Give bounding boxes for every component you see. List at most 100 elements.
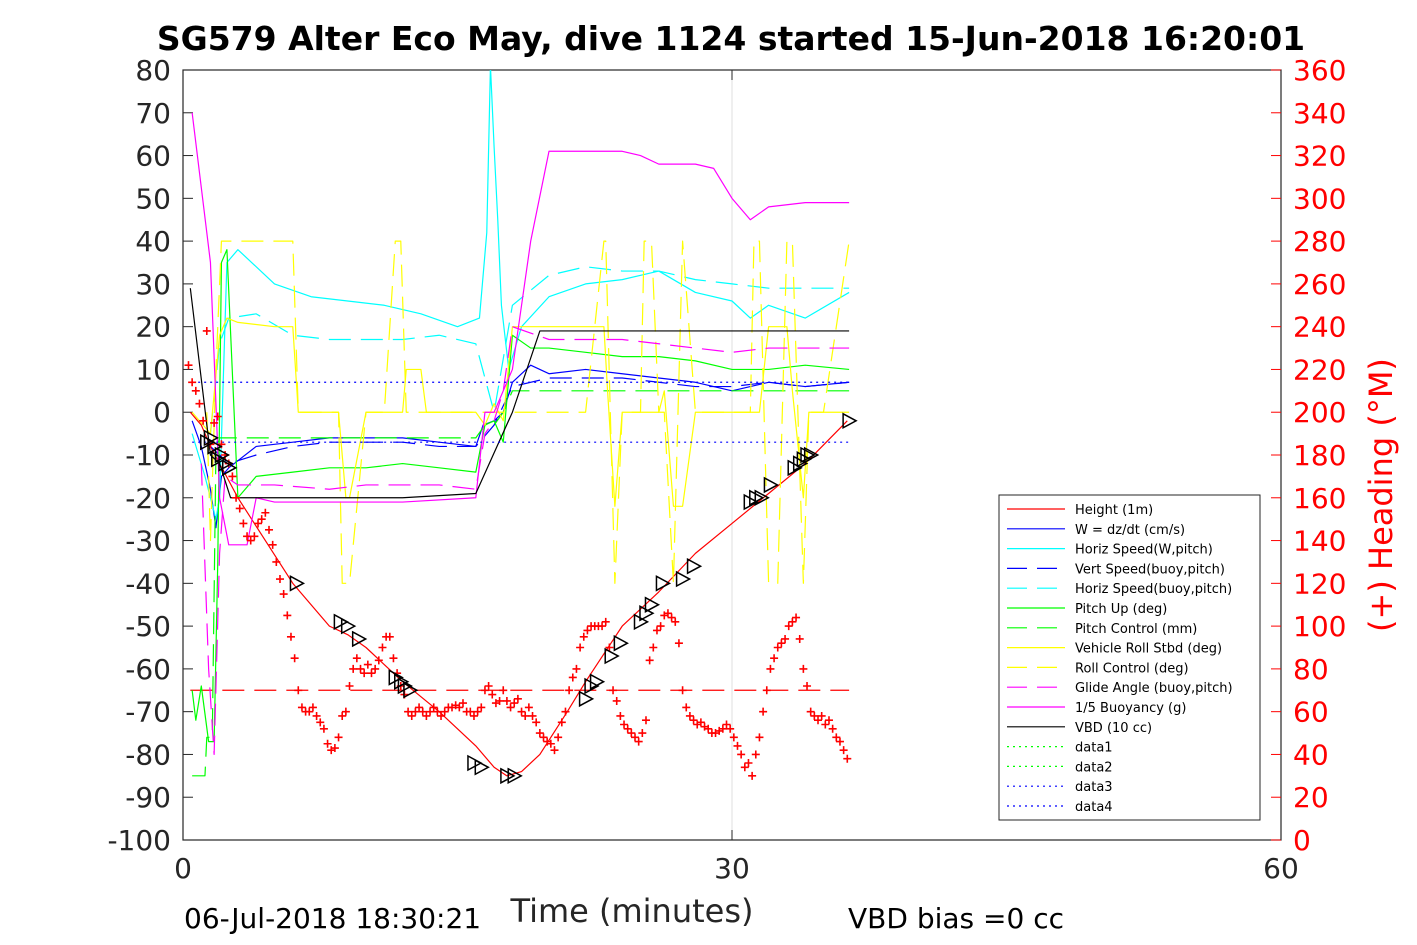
heading-point — [213, 412, 222, 421]
y-tick-label: 70 — [135, 97, 171, 130]
y2-tick-label: 340 — [1293, 97, 1346, 130]
y-tick-label: -10 — [125, 439, 171, 472]
heading-point — [506, 703, 515, 712]
y-tick-label: -100 — [107, 824, 171, 857]
heading-point — [649, 643, 658, 652]
y2-tick-label: 160 — [1293, 482, 1346, 515]
glider-marker — [207, 438, 223, 455]
glider-marker — [578, 690, 595, 708]
heading-point — [744, 759, 753, 767]
heading-point — [429, 703, 438, 712]
heading-point — [349, 664, 358, 673]
glider-marker — [403, 682, 419, 699]
heading-point — [308, 703, 317, 712]
heading-point — [817, 711, 826, 720]
glider-marker — [507, 767, 523, 785]
heading-point — [235, 504, 244, 513]
heading-point — [561, 707, 570, 716]
heading-point — [294, 686, 303, 695]
heading-point — [554, 733, 563, 742]
heading-point — [740, 763, 749, 772]
heading-point — [612, 696, 621, 705]
heading-point — [623, 724, 632, 733]
legend-label: data1 — [1075, 741, 1113, 756]
heading-point — [374, 656, 383, 665]
heading-point — [367, 669, 376, 678]
x-axis-label: Time (minutes) — [510, 892, 754, 930]
y-tick-label: 60 — [135, 140, 171, 173]
heading-point — [718, 724, 727, 733]
legend-label: 1/5 Buoyancy (g) — [1075, 701, 1186, 716]
heading-point — [418, 707, 427, 716]
y2-tick-label: 200 — [1293, 396, 1346, 429]
x-tick-label: 30 — [714, 852, 750, 885]
y-tick-label: 40 — [135, 225, 171, 258]
heading-point — [576, 643, 585, 652]
heading-point — [272, 557, 281, 566]
legend-label: Height (1m) — [1075, 503, 1153, 518]
heading-point — [598, 622, 607, 631]
heading-point — [532, 718, 541, 727]
y2-tick-label: 280 — [1293, 225, 1346, 258]
glider-marker — [589, 673, 606, 690]
heading-point — [634, 737, 643, 746]
heading-point — [696, 718, 705, 727]
heading-point — [759, 707, 768, 716]
heading-point — [323, 739, 332, 748]
heading-point — [609, 686, 618, 695]
y2-tick-label: 100 — [1293, 610, 1346, 643]
y2-axis-label: (+) Heading (°M) — [1362, 358, 1400, 632]
heading-point — [265, 525, 274, 534]
heading-point — [824, 716, 833, 725]
heading-point — [345, 682, 354, 690]
heading-point — [411, 707, 420, 716]
heading-point — [722, 720, 731, 729]
glider-marker — [763, 476, 780, 494]
heading-point — [579, 632, 588, 641]
heading-point — [689, 716, 698, 725]
series-line — [191, 249, 850, 743]
y-tick-label: 0 — [153, 396, 171, 429]
heading-point — [422, 711, 431, 720]
y-tick-label: 50 — [135, 182, 171, 215]
heading-point — [671, 617, 680, 626]
heading-point — [477, 703, 486, 712]
heading-point — [297, 703, 306, 712]
heading-point — [455, 703, 464, 712]
y-tick-label: -80 — [125, 738, 171, 771]
y2-tick-label: 120 — [1293, 567, 1346, 600]
footer-vbd-bias: VBD bias =0 cc — [848, 902, 1064, 935]
heading-point — [352, 654, 361, 663]
heading-point — [466, 707, 475, 716]
heading-point — [814, 716, 823, 725]
y2-tick-label: 0 — [1293, 824, 1311, 857]
heading-point — [305, 707, 314, 716]
y2-tick-label: 220 — [1293, 353, 1346, 386]
heading-point — [839, 746, 848, 755]
heading-point — [729, 733, 738, 742]
heading-point — [316, 718, 325, 727]
glider-marker — [743, 493, 759, 511]
y-tick-label: 80 — [135, 54, 171, 87]
heading-point — [257, 515, 266, 524]
heading-point — [279, 590, 288, 599]
heading-point — [378, 643, 387, 652]
y-tick-label: -90 — [125, 781, 171, 814]
glider-marker — [397, 677, 414, 695]
heading-point — [638, 729, 647, 738]
heading-point — [803, 682, 812, 690]
y2-tick-label: 60 — [1293, 696, 1329, 729]
legend-label: Horiz Speed(W,pitch) — [1075, 543, 1213, 558]
series-line — [206, 240, 850, 584]
heading-point — [363, 660, 372, 669]
heading-point — [191, 386, 200, 395]
heading-point — [799, 664, 808, 673]
legend-label: data4 — [1075, 800, 1113, 815]
glider-marker — [333, 613, 349, 631]
heading-point — [832, 733, 841, 742]
y2-tick-label: 300 — [1293, 182, 1346, 215]
heading-point — [601, 617, 610, 626]
heading-point — [806, 707, 815, 716]
heading-point — [184, 361, 193, 370]
heading-point — [682, 703, 691, 712]
